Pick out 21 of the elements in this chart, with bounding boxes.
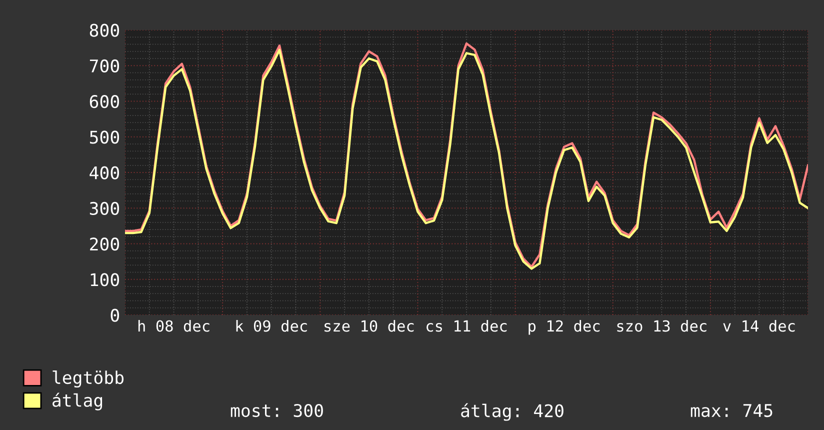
y-tick-label: 0 [110,308,120,322]
y-tick-label: 400 [90,166,120,180]
x-tick-label: k 09 dec [236,320,307,332]
y-tick-label: 700 [90,59,120,73]
y-tick-label: 200 [90,238,120,251]
text: most: 300 [230,404,323,418]
x-tick-label: sze 10 dec [324,320,414,332]
legend-label: átlag [52,392,102,410]
x-tick-label: v 14 dec [723,320,795,332]
y-tick-label: 800 [90,24,120,37]
y-tick-label: 100 [90,273,120,286]
y-tick-label: 600 [90,95,120,108]
text: max: 745 [690,404,772,418]
x-tick-label: szo 13 dec [617,320,706,332]
legend-label: legtöbb [52,370,124,388]
y-tick-label: 500 [90,130,120,144]
x-tick-label: p 12 dec [528,320,600,335]
x-tick-label: h 08 dec [138,320,210,332]
text: átlag: 420 [461,403,564,421]
x-tick-label: cs 11 dec [426,320,507,332]
y-tick-label: 300 [90,202,120,216]
